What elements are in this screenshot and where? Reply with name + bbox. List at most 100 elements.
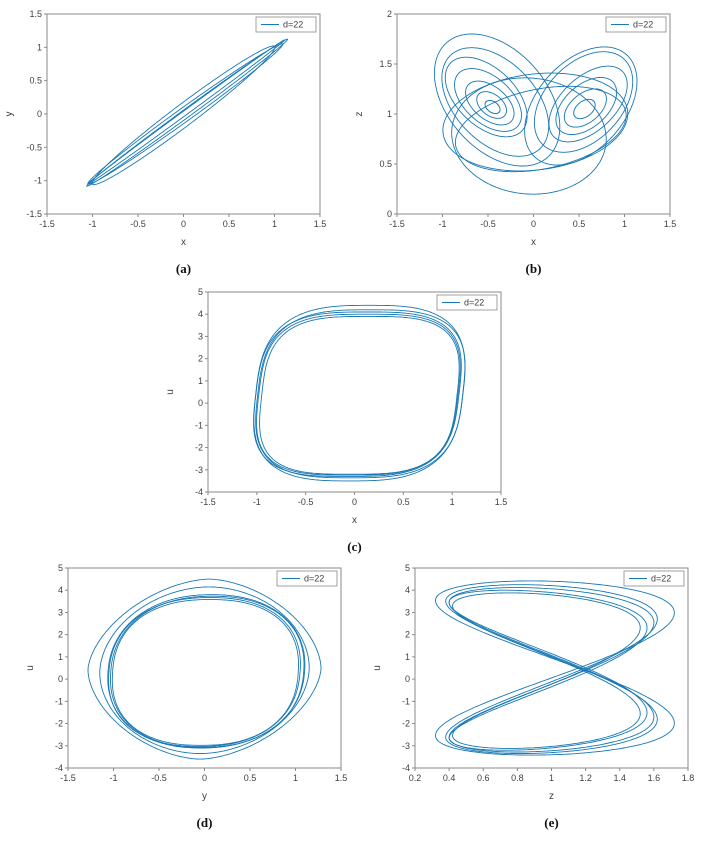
svg-text:0.2: 0.2 — [409, 773, 422, 783]
svg-text:1: 1 — [405, 652, 410, 662]
svg-text:d=22: d=22 — [651, 574, 671, 584]
svg-text:-4: -4 — [195, 487, 203, 497]
svg-text:-2: -2 — [402, 719, 410, 729]
svg-text:-1: -1 — [88, 219, 96, 229]
svg-text:0.5: 0.5 — [29, 76, 42, 86]
svg-text:y: y — [202, 791, 207, 802]
svg-text:1.2: 1.2 — [579, 773, 592, 783]
svg-text:1.5: 1.5 — [495, 497, 508, 507]
subplot-d: -1.5 -1 -0.5 0 0.5 1 1.5 -4 -3 -2 -1 0 1 2 3 4 5 y u d=22 (… — [23, 558, 353, 831]
svg-text:-1.5: -1.5 — [200, 497, 216, 507]
svg-text:3: 3 — [198, 331, 203, 341]
caption-e: (e) — [544, 815, 559, 830]
plot-e-canvas: 0.2 0.4 0.6 0.8 1 1.2 1.4 1.6 1.8 -4 -3 -2 -1 0 1 2 3 4 5 z… — [372, 563, 695, 802]
svg-text:0: 0 — [387, 209, 392, 219]
svg-text:2: 2 — [405, 630, 410, 640]
svg-text:4: 4 — [405, 585, 410, 595]
svg-text:2: 2 — [198, 354, 203, 364]
svg-text:0.4: 0.4 — [443, 773, 456, 783]
svg-text:-1: -1 — [438, 219, 446, 229]
svg-text:1.5: 1.5 — [335, 773, 348, 783]
subplot-e: 0.2 0.4 0.6 0.8 1 1.2 1.4 1.6 1.8 -4 -3 -2 -1 0 1 2 3 4 5 z… — [370, 558, 700, 831]
svg-text:3: 3 — [405, 607, 410, 617]
svg-text:-0.5: -0.5 — [480, 219, 496, 229]
svg-text:0: 0 — [181, 219, 186, 229]
svg-text:1.5: 1.5 — [314, 219, 327, 229]
svg-text:1: 1 — [37, 42, 42, 52]
svg-text:-0.5: -0.5 — [151, 773, 167, 783]
svg-text:z: z — [549, 791, 554, 802]
svg-text:0.6: 0.6 — [477, 773, 490, 783]
subplot-b: -1.5 -1 -0.5 0 0.5 1 1.5 0 0.5 1 1.5 2 x z d=22 (b) — [352, 4, 682, 277]
svg-text:u: u — [372, 665, 383, 671]
svg-text:-1.5: -1.5 — [26, 209, 42, 219]
svg-text:-0.5: -0.5 — [26, 142, 42, 152]
subplot-a: -1.5 -1 -0.5 0 0.5 1 1.5 -1.5 -1 -0.5 0 0.5 1 1.5 x y d=… — [2, 4, 332, 277]
svg-text:4: 4 — [198, 309, 203, 319]
svg-text:-1.5: -1.5 — [39, 219, 55, 229]
plot-a-canvas: -1.5 -1 -0.5 0 0.5 1 1.5 -1.5 -1 -0.5 0 0.5 1 1.5 x y d=… — [4, 9, 327, 248]
svg-text:-3: -3 — [195, 465, 203, 475]
svg-text:-3: -3 — [402, 741, 410, 751]
svg-text:0.5: 0.5 — [244, 773, 257, 783]
subplot-c: -1.5 -1 -0.5 0 0.5 1 1.5 -4 -3 -2 -1 0 1 2 3 4 5 x u d=22 (… — [163, 282, 513, 555]
svg-text:-1: -1 — [34, 176, 42, 186]
svg-text:0.5: 0.5 — [573, 219, 586, 229]
svg-text:1: 1 — [58, 652, 63, 662]
svg-text:0: 0 — [531, 219, 536, 229]
svg-text:x: x — [352, 515, 357, 526]
svg-text:1: 1 — [387, 109, 392, 119]
svg-text:3: 3 — [58, 607, 63, 617]
svg-text:d=22: d=22 — [304, 574, 324, 584]
svg-text:u: u — [25, 665, 36, 671]
svg-text:1: 1 — [293, 773, 298, 783]
svg-text:-1: -1 — [55, 696, 63, 706]
svg-text:u: u — [165, 389, 176, 395]
plot-c-canvas: -1.5 -1 -0.5 0 0.5 1 1.5 -4 -3 -2 -1 0 1 2 3 4 5 x u d=22 — [165, 287, 508, 526]
svg-text:1.5: 1.5 — [664, 219, 677, 229]
svg-text:d=22: d=22 — [283, 20, 303, 30]
svg-text:x: x — [181, 237, 186, 248]
svg-text:0: 0 — [352, 497, 357, 507]
svg-text:1.6: 1.6 — [648, 773, 661, 783]
svg-text:-3: -3 — [55, 741, 63, 751]
caption-c: (c) — [347, 539, 362, 554]
svg-text:0: 0 — [202, 773, 207, 783]
svg-text:1.5: 1.5 — [29, 9, 42, 19]
svg-text:-0.5: -0.5 — [130, 219, 146, 229]
svg-text:0: 0 — [198, 398, 203, 408]
svg-text:1.8: 1.8 — [682, 773, 695, 783]
svg-text:-1: -1 — [253, 497, 261, 507]
caption-a: (a) — [175, 261, 192, 276]
svg-text:2: 2 — [387, 9, 392, 19]
svg-text:2: 2 — [58, 630, 63, 640]
svg-text:0.5: 0.5 — [379, 159, 392, 169]
svg-text:-1.5: -1.5 — [389, 219, 405, 229]
svg-text:0.5: 0.5 — [397, 497, 410, 507]
svg-text:0.8: 0.8 — [511, 773, 524, 783]
plot-d-canvas: -1.5 -1 -0.5 0 0.5 1 1.5 -4 -3 -2 -1 0 1 2 3 4 5 y u d=22 — [25, 563, 348, 802]
svg-text:-1: -1 — [402, 696, 410, 706]
caption-d: (d) — [196, 815, 213, 830]
svg-text:1: 1 — [549, 773, 554, 783]
svg-text:d=22: d=22 — [464, 298, 484, 308]
svg-text:1: 1 — [198, 376, 203, 386]
svg-text:1.5: 1.5 — [379, 59, 392, 69]
svg-text:z: z — [354, 112, 365, 117]
svg-text:x: x — [531, 237, 536, 248]
svg-text:1: 1 — [272, 219, 277, 229]
svg-text:d=22: d=22 — [633, 20, 653, 30]
svg-text:1: 1 — [450, 497, 455, 507]
svg-text:-4: -4 — [55, 763, 63, 773]
svg-text:-2: -2 — [55, 719, 63, 729]
svg-text:-1: -1 — [195, 420, 203, 430]
svg-text:0: 0 — [37, 109, 42, 119]
svg-text:0: 0 — [405, 674, 410, 684]
svg-text:1.4: 1.4 — [613, 773, 626, 783]
svg-text:5: 5 — [58, 563, 63, 573]
svg-text:5: 5 — [405, 563, 410, 573]
svg-text:-2: -2 — [195, 443, 203, 453]
svg-text:-0.5: -0.5 — [298, 497, 314, 507]
svg-text:-1.5: -1.5 — [60, 773, 76, 783]
